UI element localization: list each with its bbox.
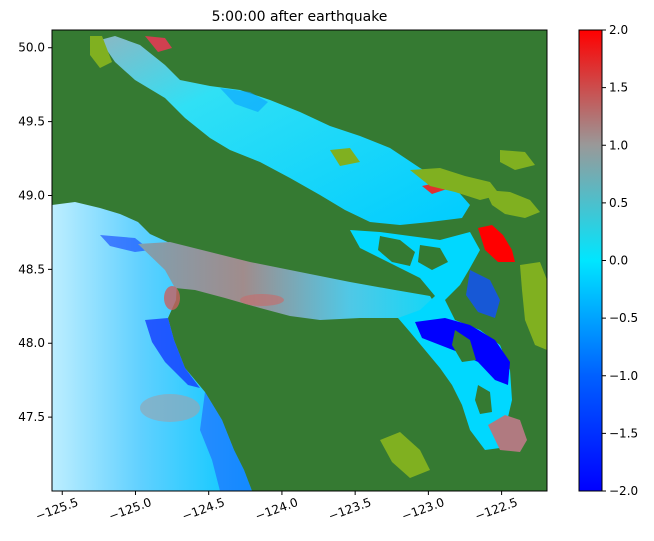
colorbar-tick-label: −1.0 — [609, 369, 638, 383]
y-axis: 47.5 48.0 48.5 49.0 49.5 50.0 — [18, 41, 52, 424]
y-tick-label: 49.0 — [18, 188, 45, 202]
x-tick-label: −125.5 — [34, 495, 81, 523]
strait-high-zone — [164, 286, 180, 310]
island — [418, 245, 448, 270]
y-tick-label: 50.0 — [18, 41, 45, 55]
x-tick-label: −125.0 — [107, 495, 154, 523]
y-tick-label: 49.5 — [18, 115, 45, 129]
plot-frame — [51, 29, 548, 492]
shallow-area — [410, 168, 500, 200]
island — [452, 330, 476, 362]
map-plot — [52, 30, 547, 491]
shallow-area — [90, 36, 112, 68]
puget-low-zone — [466, 270, 500, 318]
south-puget-high-zone — [488, 415, 527, 452]
fraser-high-zone — [478, 225, 515, 262]
shallow-area — [330, 148, 360, 166]
colorbar-tick-label: −1.5 — [609, 426, 638, 440]
y-tick-label: 47.5 — [18, 410, 45, 424]
colorbar-tick-label: 0.5 — [609, 196, 628, 210]
colorbar-tick-label: 1.5 — [609, 81, 628, 95]
ocean-low-zone — [145, 318, 200, 388]
chart-title: 5:00:00 after earthquake — [212, 9, 388, 25]
shallow-area — [485, 190, 540, 218]
colorbar-gradient — [578, 29, 603, 492]
colorbar-tick-label: 1.0 — [609, 138, 628, 152]
colorbar-tick-label: 0.0 — [609, 254, 628, 268]
strait-juan-de-fuca — [138, 242, 440, 320]
north-high-zone — [145, 36, 172, 52]
georgia-low-zone — [220, 88, 268, 112]
ocean-high-zone — [140, 394, 200, 422]
ocean-low-zone — [200, 392, 252, 491]
strait-high-zone — [240, 294, 284, 306]
colorbar-tick-label: −0.5 — [609, 311, 638, 325]
x-tick-label: −123.0 — [400, 495, 447, 523]
strait-of-georgia — [100, 36, 470, 225]
x-tick-label: −122.5 — [473, 495, 520, 523]
shallow-area — [520, 262, 547, 350]
colorbar: 2.0 1.5 1.0 0.5 0.0 −0.5 −1.0 −1.5 −2.0 — [578, 23, 638, 498]
x-axis: −125.5 −125.0 −124.5 −124.0 −123.5 −123.0 −122… — [34, 491, 520, 523]
island — [475, 385, 492, 414]
x-tick-label: −123.5 — [327, 495, 374, 523]
x-tick-label: −124.0 — [253, 495, 300, 523]
colorbar-tick-label: 2.0 — [609, 23, 628, 37]
y-tick-label: 48.5 — [18, 262, 45, 276]
island — [378, 236, 415, 266]
colorbar-ticks: 2.0 1.5 1.0 0.5 0.0 −0.5 −1.0 −1.5 −2.0 — [602, 23, 638, 498]
colorbar-tick-label: −2.0 — [609, 484, 638, 498]
ocean-low-zone — [100, 235, 150, 252]
y-tick-label: 48.0 — [18, 336, 45, 350]
x-tick-label: −124.5 — [180, 495, 227, 523]
shallow-area — [500, 150, 535, 170]
shallow-area — [380, 432, 430, 478]
